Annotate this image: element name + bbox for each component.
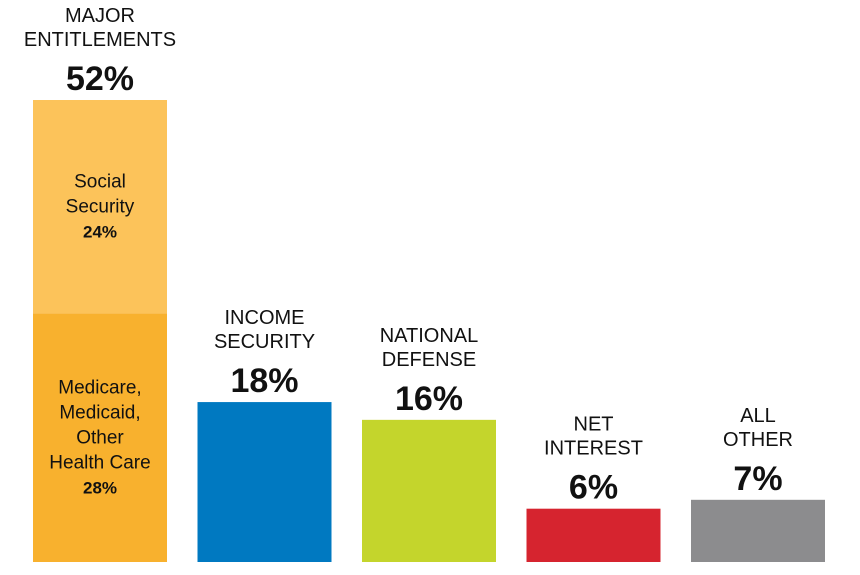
bar-value-label: 18% [230, 362, 298, 400]
category-label-line: NET [574, 414, 614, 436]
category-label-line: INCOME [225, 307, 305, 329]
category-label-line: NATIONAL [380, 325, 479, 347]
labels-layer: Medicare, Medicaid, Other Health Care 28% Soc… [24, 5, 793, 507]
bar-segment-1 [33, 313, 167, 562]
category-label-line: ENTITLEMENTS [24, 29, 176, 51]
category-label-line: MAJOR [65, 5, 135, 27]
segment-label-line: Medicaid, [59, 403, 140, 424]
category-label-line: INTEREST [544, 438, 643, 460]
segment-label-line: Medicare, [58, 378, 141, 399]
bar-value-label: 16% [395, 380, 463, 418]
bars-layer [33, 100, 825, 562]
category-label-line: SECURITY [214, 331, 315, 353]
bar-value-label: 7% [733, 460, 782, 498]
bar [362, 419, 496, 562]
bar-segment-2 [33, 100, 167, 314]
category-label-line: OTHER [723, 429, 793, 451]
category-label-line: ALL [740, 405, 776, 427]
bar [691, 499, 825, 562]
category-label-line: DEFENSE [382, 349, 476, 371]
bar [197, 402, 332, 562]
segment-label-line: Social [74, 172, 126, 193]
segment-label-line: Security [66, 197, 135, 218]
segment-label-line: Other [76, 428, 124, 449]
segment-value-label: 24% [83, 223, 117, 242]
segment-label-line: Health Care [49, 453, 150, 474]
bar-value-label: 6% [569, 469, 618, 507]
segment-value-label: 28% [83, 479, 117, 498]
bar [526, 508, 661, 562]
bar-value-label: 52% [66, 60, 134, 98]
